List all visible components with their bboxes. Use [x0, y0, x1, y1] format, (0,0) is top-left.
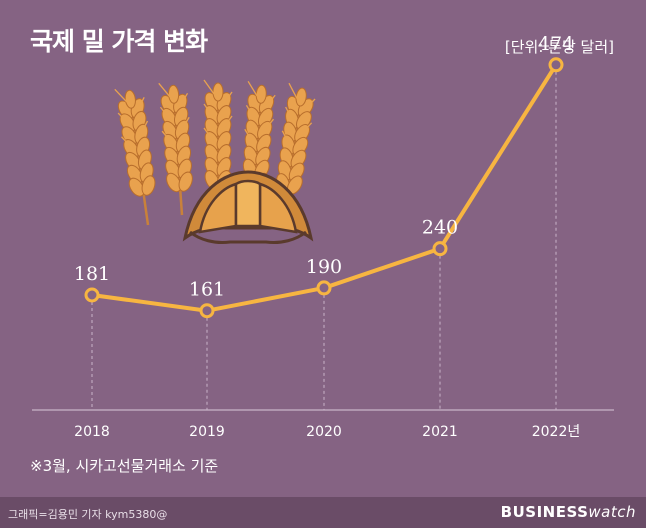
- data-label: 240: [422, 217, 458, 239]
- x-tick-label: 2021: [422, 424, 458, 440]
- data-labels: 181 161 190 240 474: [74, 33, 574, 301]
- data-label: 474: [538, 33, 574, 55]
- logo-light: watch: [588, 503, 636, 521]
- data-points: [84, 57, 564, 319]
- source-note: ※3월, 시카고선물거래소 기준: [30, 457, 219, 475]
- logo-bold: BUSINESS: [500, 503, 589, 521]
- publisher-logo: BUSINESSwatch: [501, 503, 636, 521]
- data-point: [199, 303, 215, 319]
- croissant-icon: [182, 170, 314, 244]
- data-point: [316, 280, 332, 296]
- x-tick-label: 2019: [189, 424, 225, 440]
- unit-label: [단위: 톤당 달러]: [504, 38, 614, 56]
- x-tick-label: 2022년: [532, 424, 581, 440]
- guide-lines: [91, 71, 557, 410]
- wheat-stalk: [114, 88, 156, 226]
- data-label: 161: [189, 279, 225, 301]
- wheat-icon: [114, 79, 316, 226]
- data-point: [84, 287, 100, 303]
- data-label: 181: [74, 263, 110, 285]
- data-point: [432, 241, 448, 257]
- x-tick-label: 2018: [74, 424, 110, 440]
- data-point: [548, 57, 564, 73]
- data-label: 190: [306, 256, 342, 278]
- graphic-credit: 그래픽=김용민 기자 kym5380@: [8, 508, 168, 521]
- footer-bar: 그래픽=김용민 기자 kym5380@ BUSINESSwatch: [0, 497, 646, 528]
- x-tick-labels: 2018 2019 2020 2021 2022년: [74, 424, 580, 440]
- wheat-stalk: [158, 82, 193, 216]
- chart-title: 국제 밀 가격 변화: [30, 27, 208, 56]
- x-tick-label: 2020: [306, 424, 342, 440]
